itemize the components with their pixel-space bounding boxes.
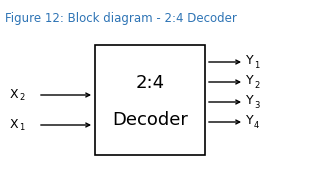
Text: 1: 1 xyxy=(254,60,259,69)
Text: Figure 12: Block diagram - 2:4 Decoder: Figure 12: Block diagram - 2:4 Decoder xyxy=(5,12,237,25)
Text: Y: Y xyxy=(246,95,254,108)
Text: 2:4: 2:4 xyxy=(135,74,165,92)
Text: 2: 2 xyxy=(19,93,24,102)
Text: X: X xyxy=(10,87,19,101)
Text: Y: Y xyxy=(246,54,254,68)
Text: 2: 2 xyxy=(254,80,259,90)
Text: 4: 4 xyxy=(254,120,259,130)
Text: Decoder: Decoder xyxy=(112,111,188,129)
Bar xyxy=(95,45,205,155)
Text: Y: Y xyxy=(246,114,254,128)
Text: Y: Y xyxy=(246,74,254,87)
Text: X: X xyxy=(10,118,19,130)
Text: 3: 3 xyxy=(254,101,259,109)
Text: 1: 1 xyxy=(19,124,24,133)
